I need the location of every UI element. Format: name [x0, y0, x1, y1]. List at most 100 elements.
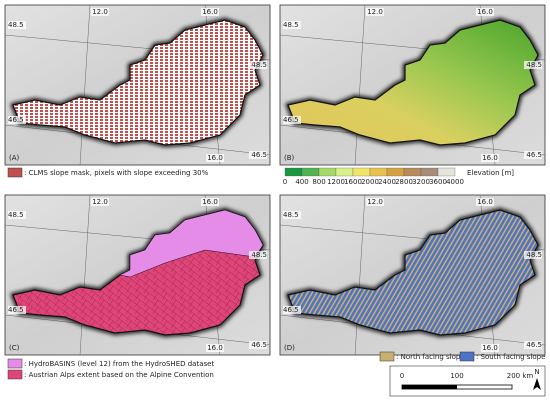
graticule-label-bg: [249, 151, 267, 159]
graticule-label: 46.5: [8, 116, 24, 124]
graticule-label: 46.5: [526, 151, 542, 159]
graticule-label: 12.0: [92, 198, 108, 206]
panels: 12.0 16.0 48.5 46.5 48.5 46.5 16.0 (A) 12.0 16.0 4…: [4, 4, 546, 397]
graticule-label-bg: [8, 306, 26, 314]
graticule-line: [79, 194, 91, 356]
graticule-label: 48.5: [251, 61, 267, 69]
colorbar-tick: 3600: [429, 178, 447, 186]
legend-text: : CLMS slope mask, pixels with slope exc…: [24, 169, 209, 177]
map-panel: 12.0 16.0 48.5 46.5 48.5 46.5 16.0 (D): [279, 194, 546, 356]
colorbar-tick: 3200: [412, 178, 430, 186]
scale-label: 100: [450, 372, 463, 380]
graticule-label: 48.5: [283, 211, 299, 219]
graticule-label: 16.0: [202, 198, 218, 206]
graticule-label: 12.0: [367, 8, 383, 16]
legend-text: : Austrian Alps extent based on the Alpi…: [24, 371, 214, 379]
graticule-label-bg: [476, 8, 494, 16]
colorbar-tick: 4000: [446, 178, 464, 186]
north-label: N: [534, 368, 539, 376]
graticule-label-bg: [283, 21, 301, 29]
colorbar-segment: [284, 167, 303, 177]
graticule-label: 46.5: [283, 306, 299, 314]
colorbar-segment: [301, 167, 320, 177]
graticule-label-bg: [524, 341, 542, 349]
colorbar-tick: 2000: [361, 178, 379, 186]
graticule-label-bg: [524, 151, 542, 159]
graticule-label: 48.5: [251, 251, 267, 259]
graticule-label: 16.0: [477, 198, 493, 206]
scale-box: [389, 365, 546, 397]
legend-swatch: [379, 351, 395, 362]
graticule-label-bg: [249, 341, 267, 349]
panel-label: (A): [9, 154, 20, 162]
graticule-label-bg: [206, 344, 224, 352]
graticule-label-bg: [8, 116, 26, 124]
legend-swatch: [459, 351, 475, 362]
map-panel: 12.0 16.0 48.5 46.5 48.5 46.5 16.0 (A): [4, 4, 271, 166]
colorbar-segment: [369, 167, 388, 177]
legend-text: : North facing slope: [396, 353, 465, 361]
panel-label: (D): [284, 344, 295, 352]
graticule-label: 16.0: [207, 344, 223, 352]
graticule-label-bg: [91, 198, 109, 206]
colorbar-tick: 400: [295, 178, 308, 186]
graticule-label-bg: [481, 154, 499, 162]
map-panel: 12.0 16.0 48.5 46.5 48.5 46.5 16.0 (C): [4, 194, 271, 356]
graticule-label-bg: [8, 21, 26, 29]
graticule-label: 46.5: [526, 341, 542, 349]
colorbar-tick: 0: [283, 178, 287, 186]
graticule-label: 16.0: [482, 344, 498, 352]
graticule-label-bg: [481, 344, 499, 352]
graticule-label: 48.5: [283, 21, 299, 29]
graticule-label-bg: [524, 61, 542, 69]
graticule-line: [354, 4, 366, 166]
colorbar-tick: 800: [312, 178, 325, 186]
graticule-label-bg: [476, 198, 494, 206]
graticule-label-bg: [249, 61, 267, 69]
graticule-label: 16.0: [207, 154, 223, 162]
map-panel: 12.0 16.0 48.5 46.5 48.5 46.5 16.0 (B): [279, 4, 546, 166]
graticule-label: 46.5: [283, 116, 299, 124]
graticule-label-bg: [283, 116, 301, 124]
colorbar-title: Elevation [m]: [467, 169, 514, 177]
graticule-label-bg: [524, 251, 542, 259]
graticule-label: 16.0: [202, 8, 218, 16]
graticule-label-bg: [283, 306, 301, 314]
scale-bar-fill: [402, 385, 457, 389]
basin-north: [119, 209, 264, 278]
scale-label: 0: [400, 372, 404, 380]
colorbar-segment: [437, 167, 456, 177]
graticule-label: 16.0: [482, 154, 498, 162]
panel-label: (B): [284, 154, 295, 162]
graticule-label: 12.0: [367, 198, 383, 206]
graticule-label: 48.5: [526, 61, 542, 69]
colorbar-segment: [386, 167, 405, 177]
graticule-label: 46.5: [251, 151, 267, 159]
graticule-label-bg: [201, 198, 219, 206]
legend-text: : South facing slope: [476, 353, 545, 361]
graticule-label: 48.5: [8, 21, 24, 29]
graticule-label-bg: [283, 211, 301, 219]
graticule-label-bg: [366, 198, 384, 206]
colorbar-segment: [352, 167, 371, 177]
graticule-label-bg: [206, 154, 224, 162]
graticule-label: 48.5: [526, 251, 542, 259]
graticule-label: 46.5: [8, 306, 24, 314]
scale-label: 200 km: [507, 372, 534, 380]
graticule-label-bg: [366, 8, 384, 16]
colorbar-segment: [403, 167, 422, 177]
graticule-label-bg: [201, 8, 219, 16]
graticule-line: [354, 194, 366, 356]
graticule-label-bg: [8, 211, 26, 219]
graticule-label: 46.5: [251, 341, 267, 349]
colorbar-tick: 1600: [344, 178, 362, 186]
colorbar-segment: [420, 167, 439, 177]
colorbar-tick: 1200: [327, 178, 345, 186]
legend-swatch: [7, 358, 23, 369]
colorbar-segment: [335, 167, 354, 177]
graticule-label-bg: [91, 8, 109, 16]
graticule-line: [79, 4, 91, 166]
colorbar-segment: [318, 167, 337, 177]
legend-text: : HydroBASINS (level 12) from the HydroS…: [24, 360, 214, 368]
